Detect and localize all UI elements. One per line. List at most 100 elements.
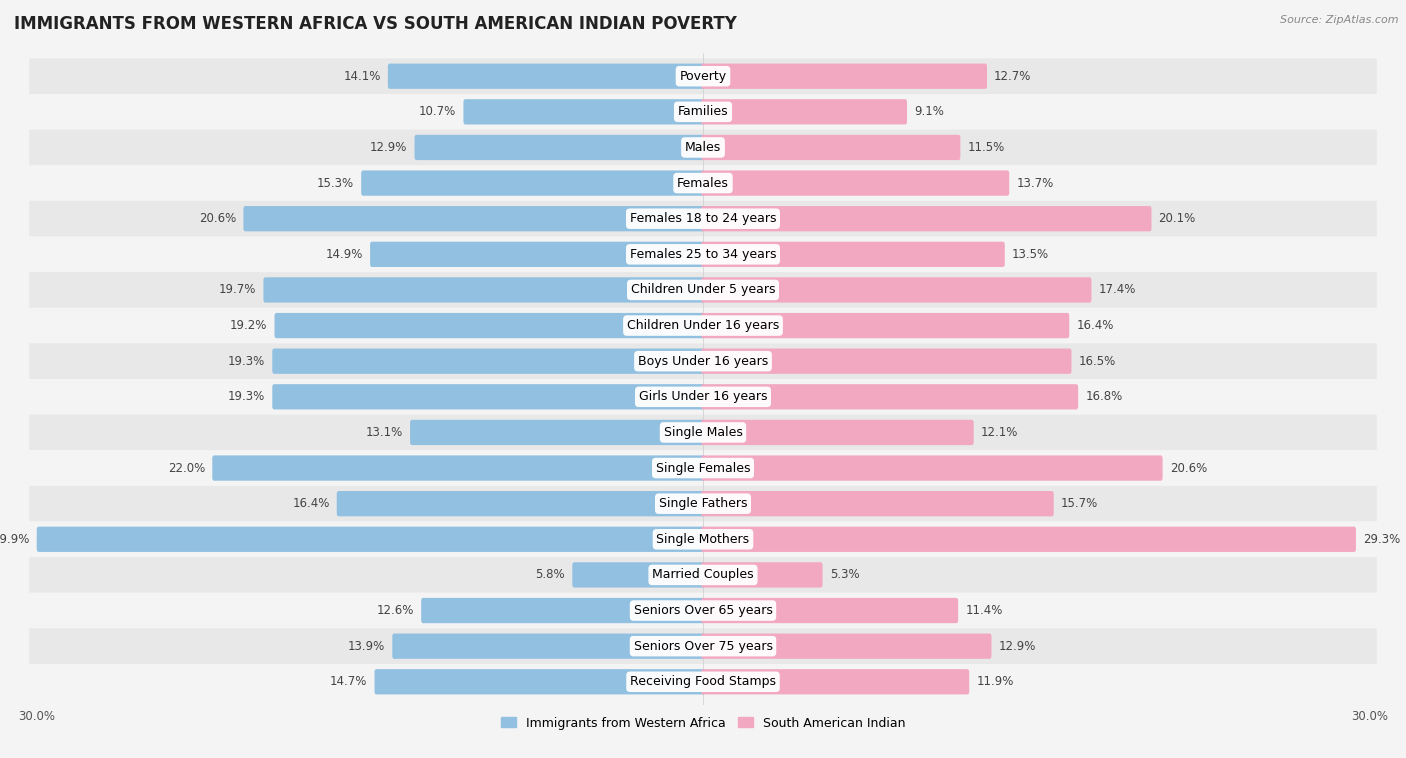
FancyBboxPatch shape: [30, 628, 1376, 664]
Text: Children Under 5 years: Children Under 5 years: [631, 283, 775, 296]
Text: 11.9%: 11.9%: [976, 675, 1014, 688]
Text: 19.7%: 19.7%: [219, 283, 256, 296]
Text: 16.4%: 16.4%: [292, 497, 329, 510]
FancyBboxPatch shape: [702, 313, 1069, 338]
Text: Children Under 16 years: Children Under 16 years: [627, 319, 779, 332]
Text: Females: Females: [678, 177, 728, 190]
Text: Poverty: Poverty: [679, 70, 727, 83]
Text: Females 18 to 24 years: Females 18 to 24 years: [630, 212, 776, 225]
FancyBboxPatch shape: [374, 669, 704, 694]
Text: Seniors Over 65 years: Seniors Over 65 years: [634, 604, 772, 617]
Text: 29.3%: 29.3%: [1362, 533, 1400, 546]
FancyBboxPatch shape: [702, 669, 969, 694]
Text: 20.6%: 20.6%: [200, 212, 236, 225]
FancyBboxPatch shape: [30, 165, 1376, 201]
FancyBboxPatch shape: [702, 242, 1005, 267]
Text: Single Males: Single Males: [664, 426, 742, 439]
Text: Single Fathers: Single Fathers: [659, 497, 747, 510]
FancyBboxPatch shape: [30, 557, 1376, 593]
Text: 16.5%: 16.5%: [1078, 355, 1116, 368]
Text: Married Couples: Married Couples: [652, 568, 754, 581]
FancyBboxPatch shape: [30, 343, 1376, 379]
FancyBboxPatch shape: [30, 415, 1376, 450]
Text: Single Females: Single Females: [655, 462, 751, 475]
Text: 14.9%: 14.9%: [326, 248, 363, 261]
Text: 12.9%: 12.9%: [370, 141, 408, 154]
FancyBboxPatch shape: [273, 384, 704, 409]
FancyBboxPatch shape: [702, 349, 1071, 374]
FancyBboxPatch shape: [702, 456, 1163, 481]
FancyBboxPatch shape: [30, 379, 1376, 415]
Text: 12.6%: 12.6%: [377, 604, 415, 617]
Text: Families: Families: [678, 105, 728, 118]
Text: 10.7%: 10.7%: [419, 105, 457, 118]
Text: Seniors Over 75 years: Seniors Over 75 years: [634, 640, 772, 653]
Text: Girls Under 16 years: Girls Under 16 years: [638, 390, 768, 403]
Text: 19.2%: 19.2%: [231, 319, 267, 332]
FancyBboxPatch shape: [30, 593, 1376, 628]
FancyBboxPatch shape: [30, 486, 1376, 522]
Text: 16.8%: 16.8%: [1085, 390, 1122, 403]
FancyBboxPatch shape: [370, 242, 704, 267]
Text: 13.7%: 13.7%: [1017, 177, 1053, 190]
Text: 15.7%: 15.7%: [1060, 497, 1098, 510]
FancyBboxPatch shape: [464, 99, 704, 124]
Text: 5.8%: 5.8%: [536, 568, 565, 581]
Text: Receiving Food Stamps: Receiving Food Stamps: [630, 675, 776, 688]
Text: 17.4%: 17.4%: [1098, 283, 1136, 296]
FancyBboxPatch shape: [274, 313, 704, 338]
FancyBboxPatch shape: [702, 277, 1091, 302]
FancyBboxPatch shape: [702, 171, 1010, 196]
FancyBboxPatch shape: [388, 64, 704, 89]
FancyBboxPatch shape: [702, 206, 1152, 231]
FancyBboxPatch shape: [411, 420, 704, 445]
FancyBboxPatch shape: [30, 201, 1376, 236]
Text: Boys Under 16 years: Boys Under 16 years: [638, 355, 768, 368]
FancyBboxPatch shape: [30, 272, 1376, 308]
Text: Single Mothers: Single Mothers: [657, 533, 749, 546]
Text: 11.5%: 11.5%: [967, 141, 1005, 154]
Text: 14.1%: 14.1%: [343, 70, 381, 83]
Text: IMMIGRANTS FROM WESTERN AFRICA VS SOUTH AMERICAN INDIAN POVERTY: IMMIGRANTS FROM WESTERN AFRICA VS SOUTH …: [14, 15, 737, 33]
Text: 19.3%: 19.3%: [228, 390, 266, 403]
Text: Females 25 to 34 years: Females 25 to 34 years: [630, 248, 776, 261]
FancyBboxPatch shape: [702, 99, 907, 124]
FancyBboxPatch shape: [30, 522, 1376, 557]
FancyBboxPatch shape: [702, 64, 987, 89]
FancyBboxPatch shape: [702, 420, 974, 445]
Text: 19.3%: 19.3%: [228, 355, 266, 368]
Text: Source: ZipAtlas.com: Source: ZipAtlas.com: [1281, 15, 1399, 25]
FancyBboxPatch shape: [30, 450, 1376, 486]
Text: 11.4%: 11.4%: [966, 604, 1002, 617]
FancyBboxPatch shape: [30, 236, 1376, 272]
FancyBboxPatch shape: [263, 277, 704, 302]
Text: Males: Males: [685, 141, 721, 154]
Text: 13.9%: 13.9%: [347, 640, 385, 653]
FancyBboxPatch shape: [30, 94, 1376, 130]
FancyBboxPatch shape: [422, 598, 704, 623]
Text: 12.1%: 12.1%: [981, 426, 1018, 439]
Text: 20.1%: 20.1%: [1159, 212, 1197, 225]
Text: 20.6%: 20.6%: [1170, 462, 1206, 475]
Text: 16.4%: 16.4%: [1077, 319, 1114, 332]
FancyBboxPatch shape: [212, 456, 704, 481]
FancyBboxPatch shape: [30, 308, 1376, 343]
Text: 13.5%: 13.5%: [1012, 248, 1049, 261]
FancyBboxPatch shape: [702, 384, 1078, 409]
Text: 13.1%: 13.1%: [366, 426, 404, 439]
Text: 12.9%: 12.9%: [998, 640, 1036, 653]
FancyBboxPatch shape: [30, 130, 1376, 165]
FancyBboxPatch shape: [572, 562, 704, 587]
FancyBboxPatch shape: [702, 598, 957, 623]
FancyBboxPatch shape: [273, 349, 704, 374]
FancyBboxPatch shape: [30, 58, 1376, 94]
FancyBboxPatch shape: [243, 206, 704, 231]
FancyBboxPatch shape: [361, 171, 704, 196]
FancyBboxPatch shape: [702, 527, 1355, 552]
FancyBboxPatch shape: [392, 634, 704, 659]
Text: 5.3%: 5.3%: [830, 568, 859, 581]
FancyBboxPatch shape: [337, 491, 704, 516]
FancyBboxPatch shape: [37, 527, 704, 552]
Text: 29.9%: 29.9%: [0, 533, 30, 546]
FancyBboxPatch shape: [702, 562, 823, 587]
